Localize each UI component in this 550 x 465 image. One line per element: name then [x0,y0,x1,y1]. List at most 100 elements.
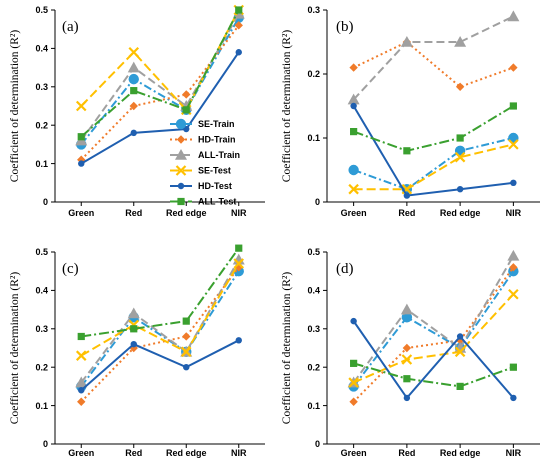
data-point [180,346,192,358]
data-point [127,61,140,73]
series-hd-train [349,263,518,406]
data-point [507,10,520,22]
legend-item: SE-Test [170,165,231,176]
data-point [509,363,517,371]
y-tick-label: 0 [315,197,320,207]
x-tick-label: Green [341,448,367,458]
series-se-test [348,139,519,195]
series-line [353,40,514,88]
y-tick-label: 0.1 [35,401,48,411]
data-point [403,192,411,199]
data-point [182,90,191,99]
legend-label: SE-Train [198,119,235,129]
x-tick-label: NIR [506,208,522,218]
y-tick-label: 0.4 [35,286,48,296]
series-line [352,266,515,403]
legend-marker [177,182,185,190]
data-point [130,325,138,333]
legend-label: ALL-Test [198,197,236,207]
chart-panel: 0 0.1 0.2 0.3 Green Red Red edge NIR Coefficient… [281,5,540,218]
data-point [130,129,137,137]
data-point [183,364,190,371]
series-line [352,15,514,101]
data-point [509,102,517,110]
series-line [353,105,514,152]
legend: SE-Train HD-Train ALL-Train SE-Test HD-Test A… [170,118,240,207]
chart-panel: 0 0.1 0.2 0.3 0.4 0.5 Green Red Red edge NIR Coeff… [9,244,265,458]
series-line [80,51,240,165]
data-point [455,82,465,91]
legend-item: SE-Train [170,118,235,130]
data-point [509,263,518,272]
x-tick-label: Red edge [440,448,481,458]
legend-marker [175,149,187,160]
x-tick-label: Red edge [166,208,207,218]
series-line [353,362,514,388]
data-point [456,186,464,193]
legend-item: HD-Train [170,135,236,145]
legend-item: ALL-Test [170,197,236,207]
data-point [129,343,138,353]
y-axis-label: Coefficient of determination (R²) [281,272,293,425]
series-hd-test [78,337,242,394]
data-point [456,333,464,340]
series-hd-train [349,37,518,91]
y-tick-label: 0.5 [35,5,48,15]
data-point [182,106,190,114]
chart-panel: 0 0.1 0.2 0.3 0.4 0.5 Green Red Red edge NIR Coeff… [281,247,540,458]
panel-label: (d) [336,261,354,277]
x-tick-label: Green [68,448,94,458]
data-point [348,377,359,388]
x-tick-label: Green [68,208,94,218]
x-tick-label: Red [398,448,415,458]
series-line [80,263,240,357]
data-point [350,128,358,136]
panel-label: (c) [62,261,79,277]
data-point [348,164,359,176]
series-line [352,270,515,388]
data-point [508,139,519,150]
x-tick-label: NIR [506,448,522,458]
series-all-test [77,6,243,141]
legend-marker [176,135,186,144]
y-tick-label: 0.3 [307,324,320,334]
data-point [510,394,517,402]
y-tick-label: 0.2 [307,69,320,79]
data-point [508,288,519,300]
legend-label: ALL-Train [198,150,240,160]
data-point [182,317,190,325]
y-tick-label: 0.3 [307,5,320,15]
legend-label: HD-Test [198,181,232,191]
data-point [402,343,412,353]
data-point [403,375,411,383]
y-tick-label: 0.1 [307,133,320,143]
series-all-test [350,359,517,390]
y-tick-label: 0.1 [35,159,48,169]
data-point [510,179,517,186]
series-hd-test [350,102,517,199]
y-axis-label: Coefficient of determination (R²) [9,272,21,425]
data-point [77,397,86,406]
data-point [507,249,520,261]
data-point [400,303,413,315]
x-tick-label: Red edge [440,208,481,218]
data-point [130,340,137,348]
x-tick-label: NIR [231,208,247,218]
data-point [235,6,243,14]
series-line [353,143,514,191]
data-point [349,63,358,72]
data-point [456,382,464,390]
y-tick-label: 0.3 [35,82,48,92]
x-tick-label: Red [398,208,415,218]
data-point [129,101,138,111]
data-point [233,258,245,269]
data-point [235,337,242,344]
series-se-test [75,258,245,361]
x-tick-label: Red [125,208,142,218]
x-tick-label: Green [341,208,367,218]
y-tick-label: 0.5 [35,247,48,257]
y-tick-label: 0.3 [35,324,48,334]
data-point [454,36,467,47]
data-point [350,317,357,325]
data-point [78,160,85,167]
